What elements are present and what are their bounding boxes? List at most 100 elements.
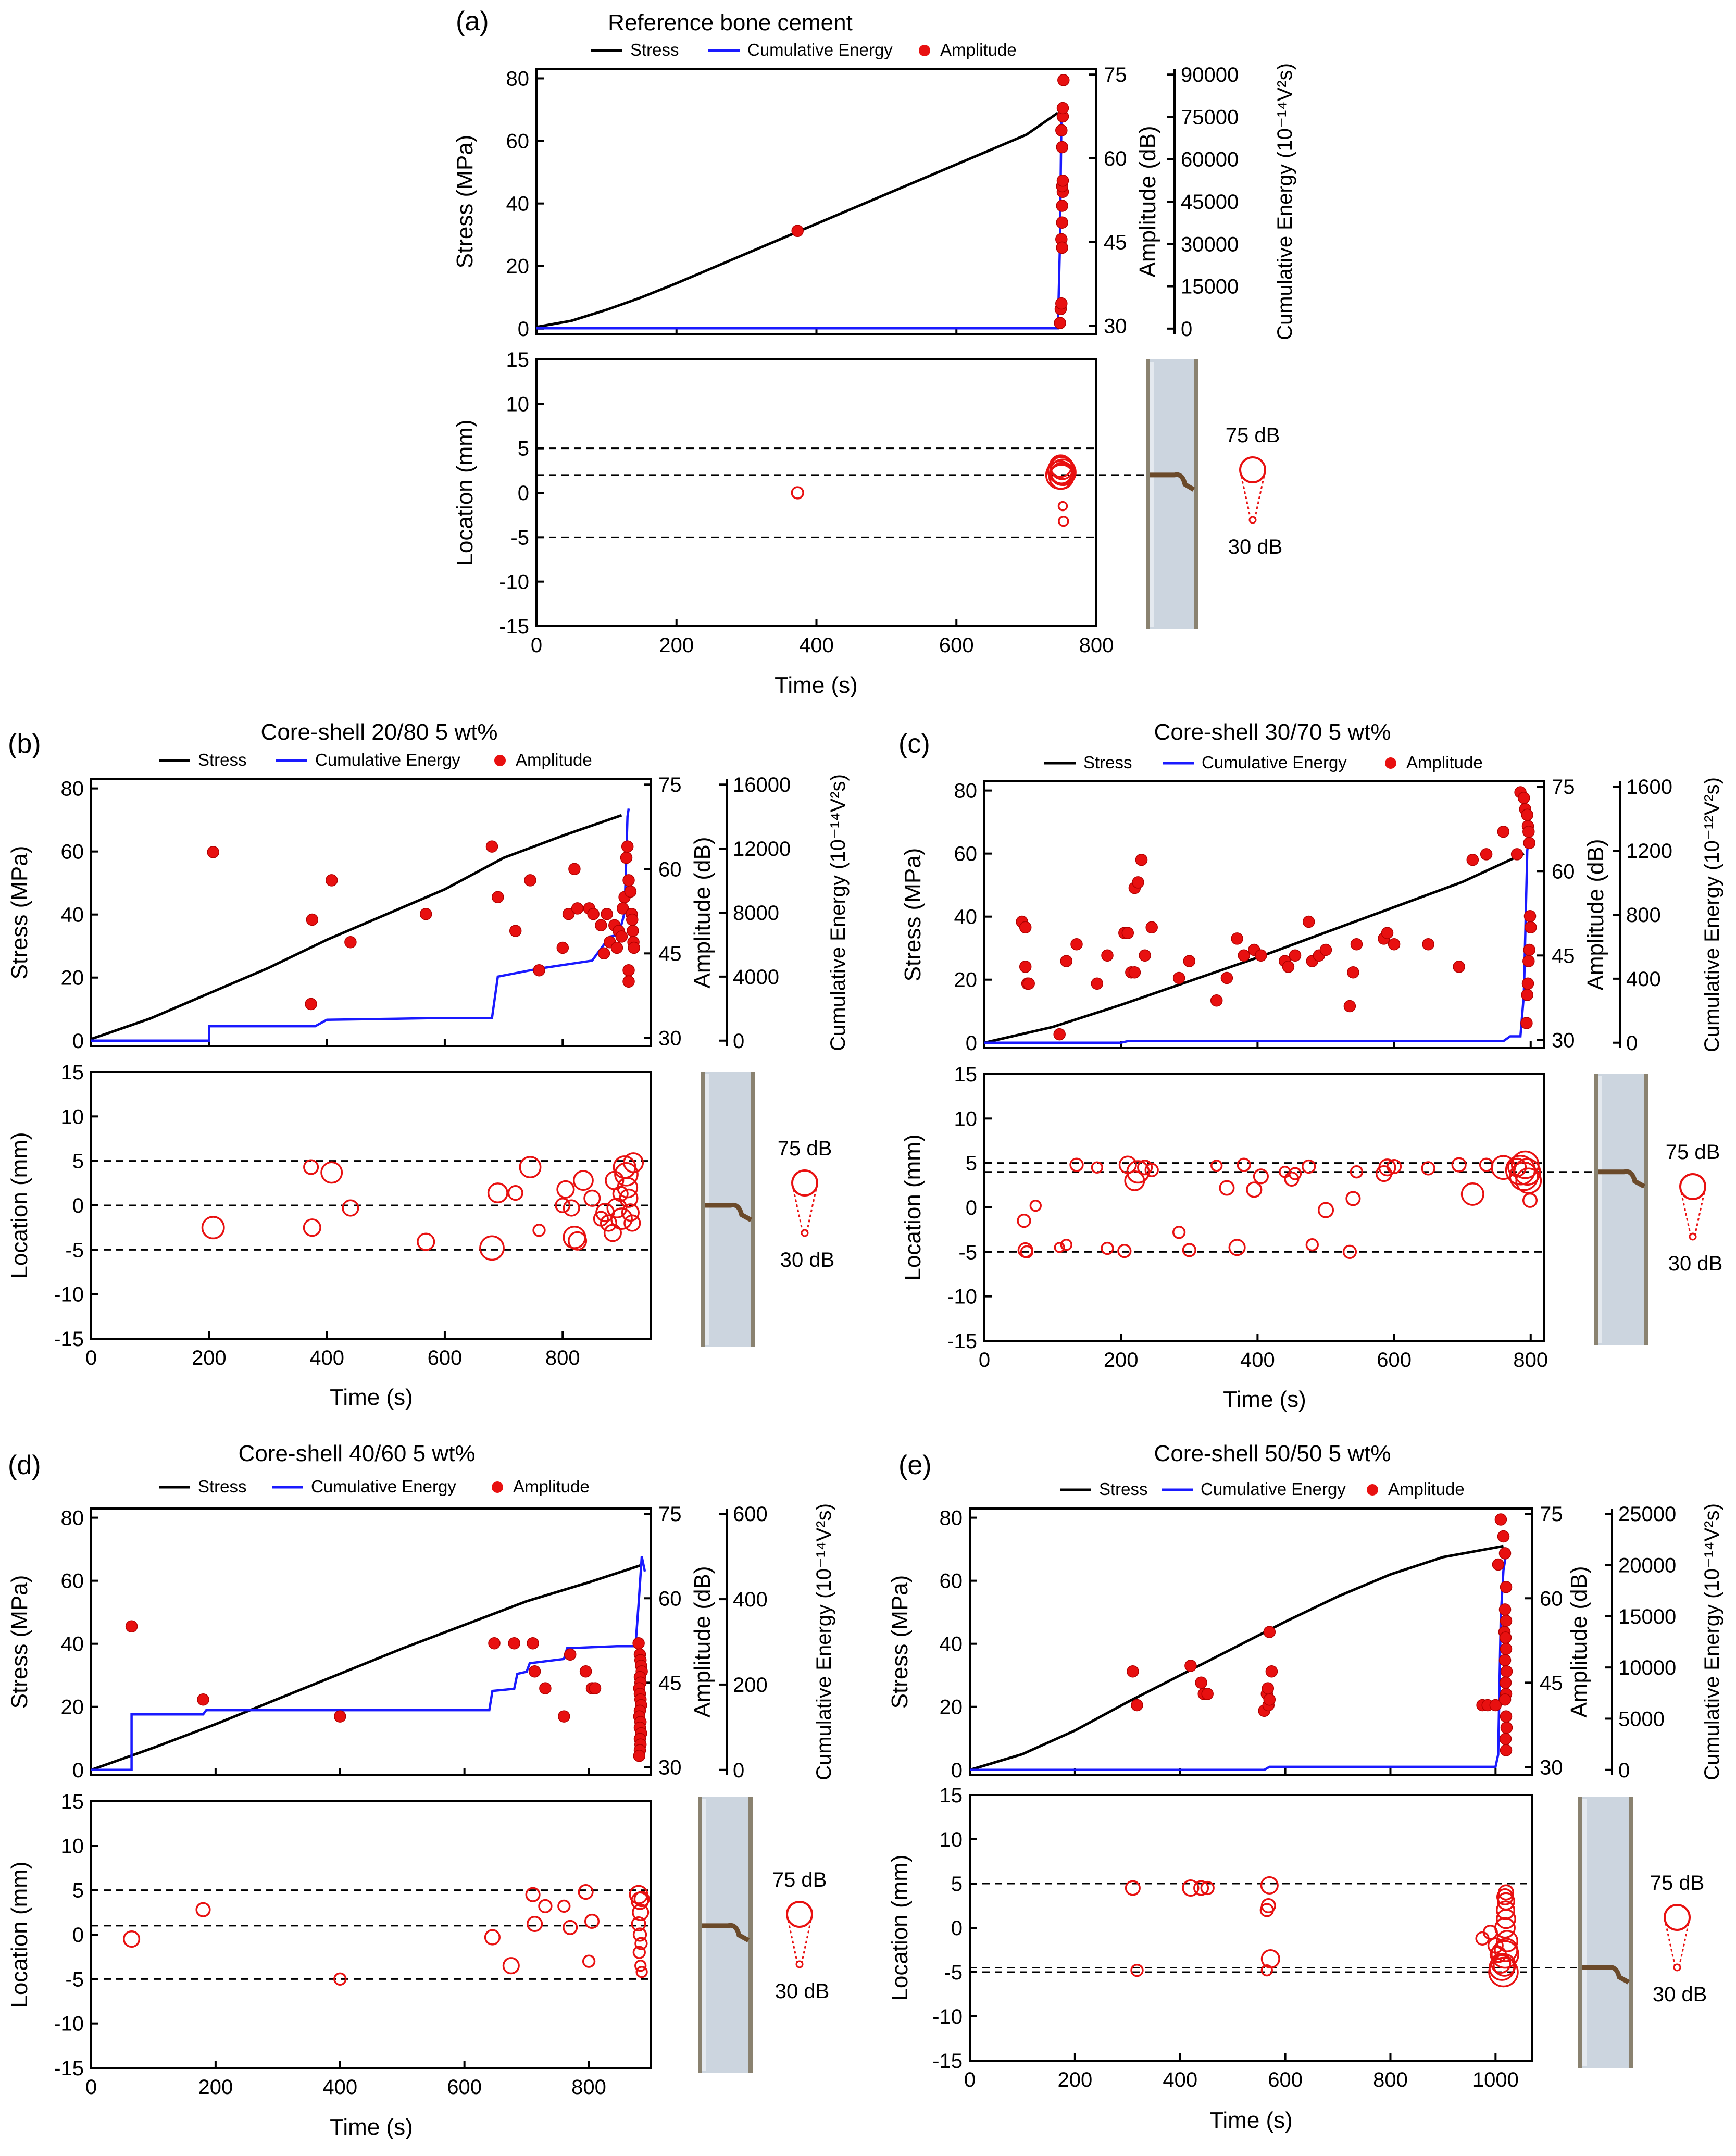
amplitude-scale-legend: 75 dB 30 dB xyxy=(772,1868,830,2003)
location-bubble xyxy=(1246,1181,1263,1198)
amplitude-point xyxy=(601,907,613,920)
amplitude-point xyxy=(1238,949,1250,962)
amplitude-point xyxy=(1019,961,1032,973)
amplitude-point xyxy=(628,941,640,954)
scale-low-circle xyxy=(1673,1963,1681,1972)
stress-tick-label: 80 xyxy=(61,1507,84,1530)
amplitude-point xyxy=(488,1637,501,1650)
legend-amplitude-marker xyxy=(1385,757,1396,769)
amplitude-point xyxy=(1500,1744,1513,1756)
crack-mark xyxy=(1598,1169,1646,1189)
amplitude-axis-label: Amplitude (dB) xyxy=(690,1566,715,1717)
amplitude-point xyxy=(1139,949,1151,962)
location-bubble xyxy=(1057,501,1068,512)
location-tick-label: 5 xyxy=(951,1873,963,1896)
time-tick-label: 200 xyxy=(1057,2068,1092,2091)
stress-tick-label: 20 xyxy=(954,969,978,992)
location-bubble xyxy=(1260,1949,1280,1969)
axis-ticks: 0204060803045607501500030000450006000075… xyxy=(499,64,1239,657)
time-tick-label: 400 xyxy=(309,1347,344,1369)
amplitude-point xyxy=(1127,1665,1139,1678)
location-bubble xyxy=(600,1214,618,1232)
scale-high-circle xyxy=(1679,1173,1706,1200)
amplitude-point xyxy=(620,851,633,864)
time-axis-label: Time (s) xyxy=(330,2114,413,2140)
amplitude-tick-label: 45 xyxy=(658,1672,682,1694)
legend-stress: Stress xyxy=(1099,1479,1148,1499)
location-bubble xyxy=(303,1159,319,1175)
amplitude-tick-label: 60 xyxy=(658,858,682,881)
location-bubble xyxy=(538,1899,553,1914)
location-bubble xyxy=(1260,1898,1276,1914)
amplitude-point xyxy=(633,1750,646,1762)
panel-a: (a) Reference bone cement Stress Cumulat… xyxy=(452,6,1296,698)
legend: Stress Cumulative Energy Amplitude xyxy=(159,1477,590,1496)
location-tick-label: -5 xyxy=(944,1961,963,1984)
location-tick-label: -15 xyxy=(499,615,529,638)
legend-amplitude: Amplitude xyxy=(1388,1479,1465,1499)
legend-stress: Stress xyxy=(198,1477,247,1496)
specimen-image xyxy=(701,1072,755,1347)
location-tick-label: 0 xyxy=(72,1924,84,1947)
amplitude-axis-label: Amplitude (dB) xyxy=(1566,1566,1592,1717)
stress-tick-label: 80 xyxy=(506,67,530,90)
location-bubble xyxy=(556,1180,575,1199)
amplitude-point xyxy=(1289,949,1302,962)
location-bubble xyxy=(303,1218,321,1237)
amplitude-point xyxy=(306,913,319,926)
time-tick-label: 600 xyxy=(428,1347,463,1369)
energy-tick-label: 600 xyxy=(733,1503,768,1526)
location-bubble xyxy=(621,1203,640,1222)
time-tick-label: 0 xyxy=(964,2068,976,2091)
plot-series xyxy=(536,74,1070,330)
crack-mark xyxy=(702,1923,750,1942)
amplitude-point xyxy=(1056,102,1069,115)
amplitude-point xyxy=(1522,825,1535,838)
location-bubble xyxy=(614,1162,639,1187)
reference-lines xyxy=(91,1160,651,1251)
location-bubble xyxy=(635,1966,648,1978)
stress-tick-label: 0 xyxy=(518,318,529,341)
location-tick-label: 10 xyxy=(940,1828,963,1851)
amplitude-point xyxy=(1060,955,1073,967)
location-tick-label: 0 xyxy=(72,1194,84,1217)
location-bubble xyxy=(1219,1180,1235,1196)
reference-lines xyxy=(91,1889,651,1980)
stress-line xyxy=(91,814,622,1041)
location-bubble xyxy=(633,1891,650,1908)
amplitude-point xyxy=(571,902,584,915)
scale-high-label: 75 dB xyxy=(772,1868,827,1891)
amplitude-point xyxy=(1500,1614,1513,1627)
amplitude-tick-label: 75 xyxy=(1540,1503,1563,1526)
location-tick-label: -15 xyxy=(54,2057,84,2080)
location-bubble xyxy=(1460,1182,1484,1206)
stress-tick-label: 0 xyxy=(966,1032,977,1055)
legend-amplitude-marker xyxy=(919,45,930,56)
chart-title: Core-shell 20/80 5 wt% xyxy=(261,719,498,745)
location-bubble xyxy=(1496,1930,1519,1952)
amplitude-scale-legend: 75 dB 30 dB xyxy=(1226,424,1283,558)
amplitude-point xyxy=(622,874,635,887)
location-bubbles xyxy=(123,1884,650,1986)
amplitude-scale-legend: 75 dB 30 dB xyxy=(778,1137,835,1272)
scale-high-circle xyxy=(786,1901,813,1928)
energy-tick-label: 0 xyxy=(733,1030,744,1053)
amplitude-point xyxy=(509,925,522,937)
energy-line xyxy=(91,808,630,1042)
location-bubble xyxy=(479,1235,505,1261)
amplitude-point xyxy=(597,947,610,960)
energy-axis-label: Cumulative Energy (10⁻¹⁴V²s) xyxy=(827,774,850,1051)
location-bubble xyxy=(1125,1880,1141,1896)
location-bubble xyxy=(1228,1239,1246,1256)
time-axis-label: Time (s) xyxy=(1209,2108,1293,2133)
location-bubble xyxy=(631,1916,646,1932)
amplitude-tick-label: 30 xyxy=(1104,315,1127,338)
reference-lines xyxy=(984,1162,1609,1253)
amplitude-point xyxy=(1220,971,1233,984)
amplitude-point xyxy=(1265,1665,1278,1678)
amplitude-point xyxy=(1422,938,1434,951)
amplitude-point xyxy=(1022,977,1035,990)
location-bubble xyxy=(623,1214,641,1232)
amplitude-axis-label: Amplitude (dB) xyxy=(1135,126,1160,277)
amplitude-point xyxy=(1500,1580,1513,1593)
